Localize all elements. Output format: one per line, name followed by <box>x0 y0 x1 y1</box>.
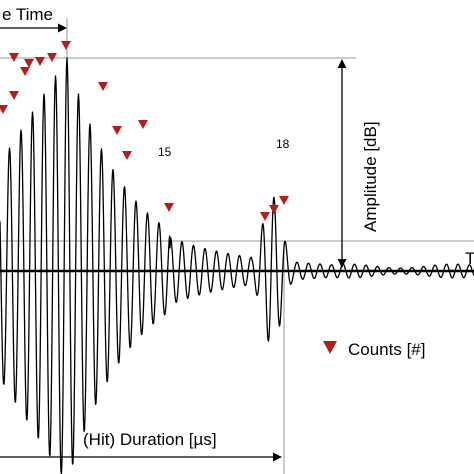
count-markers <box>0 41 289 221</box>
count-label-15: 15 <box>158 145 172 159</box>
count-marker-14 <box>279 196 289 205</box>
count-marker-9 <box>122 151 132 160</box>
counts-legend: Counts [#] <box>323 340 426 359</box>
count-marker-icon <box>323 341 337 354</box>
count-marker-13 <box>269 205 279 214</box>
count-marker-7 <box>98 82 108 91</box>
count-marker-16 <box>24 59 34 68</box>
counts-legend-label: Counts [#] <box>348 340 426 359</box>
rise-time-label: e Time <box>2 5 53 24</box>
count-marker-5 <box>47 53 57 62</box>
count-marker-3 <box>20 67 30 76</box>
threshold-label: T <box>465 249 474 268</box>
amplitude-label: Amplitude [dB] <box>361 121 380 232</box>
count-marker-1 <box>0 105 8 114</box>
count-label-18: 18 <box>276 137 290 151</box>
duration-label: (Hit) Duration [µs] <box>83 430 217 449</box>
count-marker-15 <box>9 53 19 62</box>
count-marker-12 <box>260 212 270 221</box>
waveform-signal <box>0 57 474 474</box>
count-marker-6 <box>61 41 71 50</box>
count-marker-2 <box>9 91 19 100</box>
count-marker-4 <box>35 57 45 66</box>
count-marker-8 <box>112 126 122 135</box>
count-marker-11 <box>164 203 174 212</box>
count-marker-10 <box>138 120 148 129</box>
